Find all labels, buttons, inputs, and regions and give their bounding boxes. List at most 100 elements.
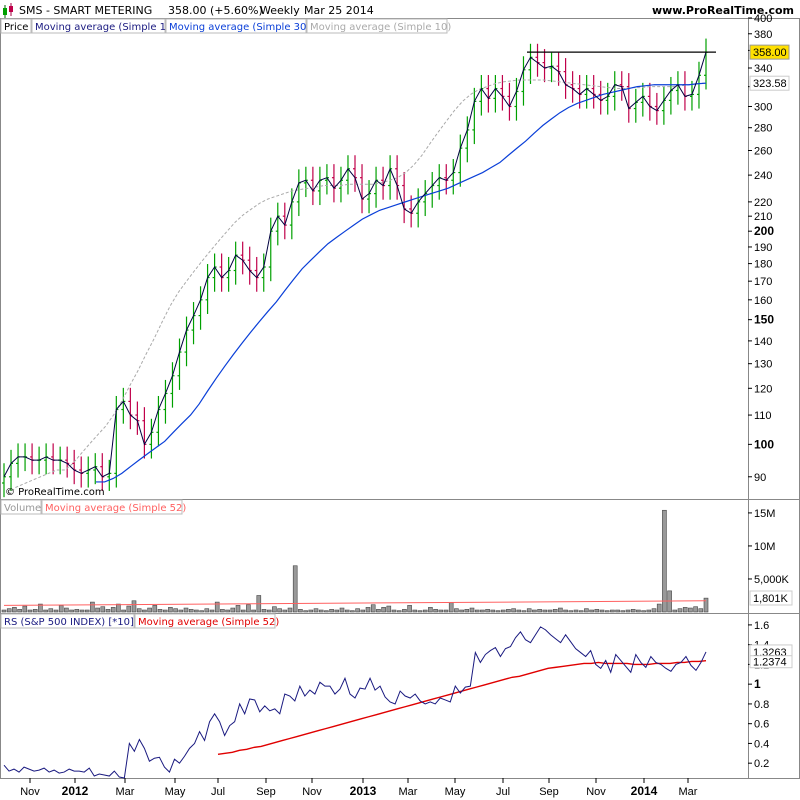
volume-bar <box>12 607 17 613</box>
price-tick-label: 400 <box>754 13 772 25</box>
rs-ma-line <box>217 660 707 755</box>
volume-ma-line <box>3 600 707 606</box>
volume-bar <box>298 609 303 613</box>
outer-border <box>0 18 800 779</box>
volume-bar <box>490 609 496 613</box>
volume-bar <box>74 609 80 613</box>
timeframe: Weekly <box>260 4 300 17</box>
volume-bar <box>22 605 28 613</box>
legend-price[interactable]: Price <box>4 22 28 33</box>
price-tick-label: 240 <box>754 170 772 182</box>
ma30-tag <box>749 75 790 91</box>
volume-bar <box>69 609 74 613</box>
volume-bar <box>428 607 433 613</box>
volume-bar <box>230 607 236 613</box>
volume-bar <box>84 609 90 613</box>
x-tick-label: Nov <box>586 786 606 798</box>
volume-bar <box>152 605 158 613</box>
volume-bar <box>79 609 85 613</box>
ma30-line <box>96 82 707 483</box>
last-price-tag <box>749 44 790 60</box>
volume-bar <box>100 606 106 613</box>
candlestick-icon <box>3 3 13 18</box>
volume-bar <box>594 609 600 613</box>
chart-date: Mar 25 2014 <box>304 4 374 17</box>
volume-bar <box>329 609 334 613</box>
copyright-notice: © ProRealTime.com <box>5 487 105 498</box>
volume-ma-value-label: 1,801K <box>753 593 789 605</box>
legend-volume[interactable]: Volume <box>4 503 41 514</box>
volume-bar <box>630 609 636 613</box>
volume-bar <box>646 609 652 613</box>
volume-bar <box>6 608 12 613</box>
price-tick-label: 150 <box>754 313 774 327</box>
volume-bar <box>656 603 662 613</box>
legend-ma1[interactable]: Moving average (Simple 1) <box>35 22 170 33</box>
x-tick-label: Mar <box>116 786 135 798</box>
volume-bar <box>360 609 366 613</box>
volume-bar <box>474 609 480 613</box>
x-tick-label: Jul <box>496 786 510 798</box>
volume-bar <box>121 609 126 613</box>
last-price-change: 358.00 (+5.60%) <box>168 4 263 17</box>
volume-bar <box>38 603 43 613</box>
x-tick-label: 2013 <box>350 784 377 798</box>
volume-bar <box>240 609 246 613</box>
volume-bar <box>542 609 548 613</box>
close-line <box>3 51 707 478</box>
site-name[interactable]: www.ProRealTime.com <box>652 4 794 17</box>
volume-bar <box>688 607 693 613</box>
volume-bar <box>703 597 709 613</box>
volume-bar <box>64 607 69 613</box>
volume-bar <box>526 608 532 613</box>
legend-ma10[interactable]: Moving average (Simple 10) <box>310 22 451 33</box>
volume-bar <box>220 609 225 613</box>
volume-tick-label: 15M <box>754 508 775 520</box>
last-price-label: 358.00 <box>753 47 787 59</box>
volume-bar <box>448 602 454 613</box>
legend-ma30[interactable]: Moving average (Simple 30) <box>169 22 310 33</box>
volume-bar <box>147 607 152 613</box>
volume-legend: Volume Moving average (Simple 52) <box>0 499 186 515</box>
volume-bar <box>584 608 589 613</box>
volume-bar <box>459 609 464 613</box>
volume-bar <box>32 609 38 613</box>
x-axis: Nov 2012 Mar May Jul Sep Nov 2013 Mar May Jul Sep No… <box>20 778 698 798</box>
x-tick-label: Mar <box>399 786 418 798</box>
volume-bar <box>500 609 506 613</box>
volume-bar <box>43 609 48 613</box>
legend-rs[interactable]: RS (S&P 500 INDEX) [*10] <box>4 617 134 628</box>
price-tick-label: 220 <box>754 197 772 209</box>
volume-bar <box>672 609 678 613</box>
rs-ma-tag <box>749 655 793 669</box>
volume-bar <box>625 609 631 613</box>
volume-bar <box>58 605 64 613</box>
volume-bar <box>438 609 444 613</box>
volume-bar <box>126 605 132 613</box>
rs-ma-value-label: 1.2374 <box>753 657 787 669</box>
volume-bar <box>469 607 475 613</box>
volume-bar <box>391 609 397 613</box>
volume-bar <box>620 610 626 613</box>
price-tick-label: 260 <box>754 145 772 157</box>
volume-bar <box>615 609 620 613</box>
legend-rs-ma[interactable]: Moving average (Simple 52) <box>138 617 279 628</box>
legend-volume-ma[interactable]: Moving average (Simple 52) <box>45 503 186 514</box>
volume-bar <box>355 608 360 613</box>
chart-frame <box>0 18 800 779</box>
volume-bar <box>521 610 527 613</box>
volume-bar <box>178 609 184 613</box>
volume-bar <box>407 605 412 613</box>
volume-bar <box>308 609 314 613</box>
x-tick-label: May <box>445 786 466 798</box>
volume-bar <box>183 607 189 613</box>
x-tick-label: Sep <box>256 786 276 798</box>
volume-bar <box>412 609 418 613</box>
price-tick-label: 200 <box>754 224 774 238</box>
volume-bar <box>105 609 111 613</box>
volume-bar <box>698 608 704 613</box>
volume-bar <box>204 608 210 613</box>
volume-bar <box>246 604 251 613</box>
volume-bar <box>277 608 282 613</box>
